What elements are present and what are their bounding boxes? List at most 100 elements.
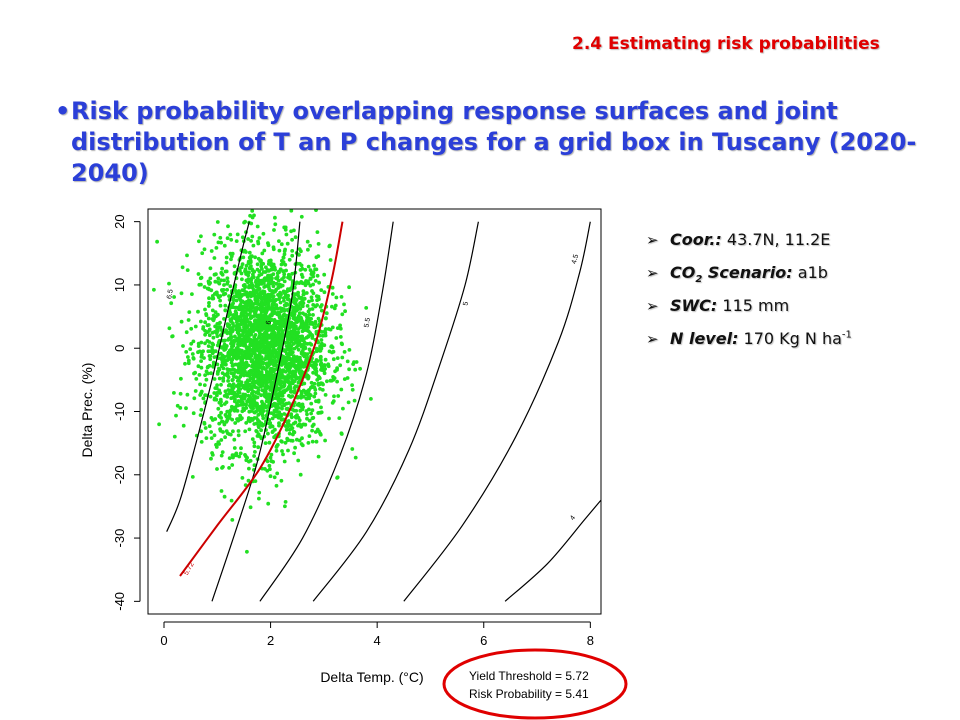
scatter-point <box>226 224 230 229</box>
scatter-point <box>301 394 306 399</box>
scatter-point <box>255 275 260 280</box>
scatter-point <box>275 306 279 311</box>
scatter-point <box>331 357 336 362</box>
scatter-point <box>214 397 219 402</box>
scatter-point <box>265 277 270 281</box>
scatter-point <box>289 352 293 357</box>
scatter-point <box>274 281 279 286</box>
scatter-point <box>174 413 178 418</box>
scatter-point <box>256 319 260 323</box>
scatter-point <box>250 215 255 220</box>
scatter-point <box>296 293 301 298</box>
scatter-point <box>226 379 231 383</box>
scatter-point <box>263 441 268 445</box>
scatter-point <box>279 371 284 376</box>
scatter-point <box>289 438 293 443</box>
scatter-point <box>169 301 174 306</box>
scatter-point <box>323 363 327 368</box>
scatter-point <box>309 380 314 385</box>
contour-label: 5 <box>463 301 471 306</box>
scatter-point <box>245 549 249 554</box>
scatter-point <box>222 494 227 499</box>
scatter-point <box>199 234 203 239</box>
scatter-point <box>286 293 290 298</box>
scatter-point <box>220 353 225 358</box>
scatter-point <box>315 359 320 363</box>
scatter-point <box>270 373 274 378</box>
scatter-point <box>202 383 207 387</box>
scatter-point <box>254 353 259 358</box>
scatter-point <box>328 258 333 262</box>
scatter-point <box>272 289 277 294</box>
scatter-point <box>212 330 217 334</box>
scatter-point <box>256 445 261 450</box>
scatter-point <box>279 439 284 443</box>
scatter-point <box>223 303 228 308</box>
scatter-point <box>266 501 271 506</box>
scatter-point <box>266 431 270 436</box>
scatter-point <box>310 439 315 444</box>
scatter-point <box>268 288 272 293</box>
scatter-point <box>333 369 337 374</box>
scatter-point <box>198 393 203 397</box>
scatter-point <box>229 257 233 262</box>
scatter-point <box>235 392 240 397</box>
scatter-point <box>251 375 256 380</box>
scatter-point <box>358 366 362 371</box>
scatter-point <box>247 302 251 307</box>
scatter-point <box>299 302 304 306</box>
scatter-point <box>227 294 231 298</box>
scatter-point <box>215 293 220 297</box>
scatter-point <box>275 276 280 281</box>
scatter-point <box>241 371 246 375</box>
scatter-point <box>294 326 298 331</box>
scatter-point <box>223 338 227 343</box>
scatter-point <box>273 267 277 272</box>
scatter-point <box>288 357 293 362</box>
scatter-point <box>316 254 321 258</box>
scatter-point <box>259 421 264 426</box>
scatter-point <box>230 367 235 372</box>
scatter-point <box>180 265 185 270</box>
scatter-point <box>219 270 224 275</box>
scatter-point <box>254 313 259 318</box>
scatter-point <box>246 298 251 303</box>
scatter-point <box>248 256 253 261</box>
scatter-point <box>225 322 230 327</box>
scatter-point <box>199 389 204 394</box>
info-list: ➢ Coor.: 43.7N, 11.2E ➢ CO2 Scenario: a1b … <box>646 230 946 362</box>
scatter-point <box>277 414 282 418</box>
scatter-point <box>239 399 244 404</box>
scatter-point <box>277 294 282 298</box>
scatter-point <box>283 440 288 445</box>
scatter-point <box>272 435 276 440</box>
scatter-point <box>240 337 245 342</box>
scatter-point <box>308 243 312 248</box>
scatter-point <box>234 451 239 456</box>
scatter-point <box>271 323 276 328</box>
scatter-point <box>283 500 288 504</box>
scatter-point <box>202 420 207 425</box>
scatter-point <box>203 332 208 337</box>
scatter-point <box>207 304 211 308</box>
scatter-point <box>230 463 235 467</box>
scatter-point <box>167 281 171 286</box>
scatter-point <box>191 339 196 344</box>
scatter-point <box>252 422 257 426</box>
scatter-point <box>302 354 307 359</box>
scatter-point <box>299 350 304 355</box>
scatter-point <box>322 333 326 338</box>
scatter-point <box>203 426 208 430</box>
scatter-point <box>255 322 259 327</box>
scatter-point <box>247 409 252 414</box>
scatter-point <box>254 345 259 349</box>
scatter-point <box>282 252 287 257</box>
scatter-point <box>198 413 203 417</box>
scatter-point <box>239 271 244 276</box>
scatter-point <box>241 292 246 297</box>
scatter-point <box>288 321 293 326</box>
scatter-point <box>213 310 218 315</box>
x-tick-label: 2 <box>267 633 274 648</box>
scatter-point <box>282 402 287 407</box>
scatter-point <box>284 232 289 237</box>
